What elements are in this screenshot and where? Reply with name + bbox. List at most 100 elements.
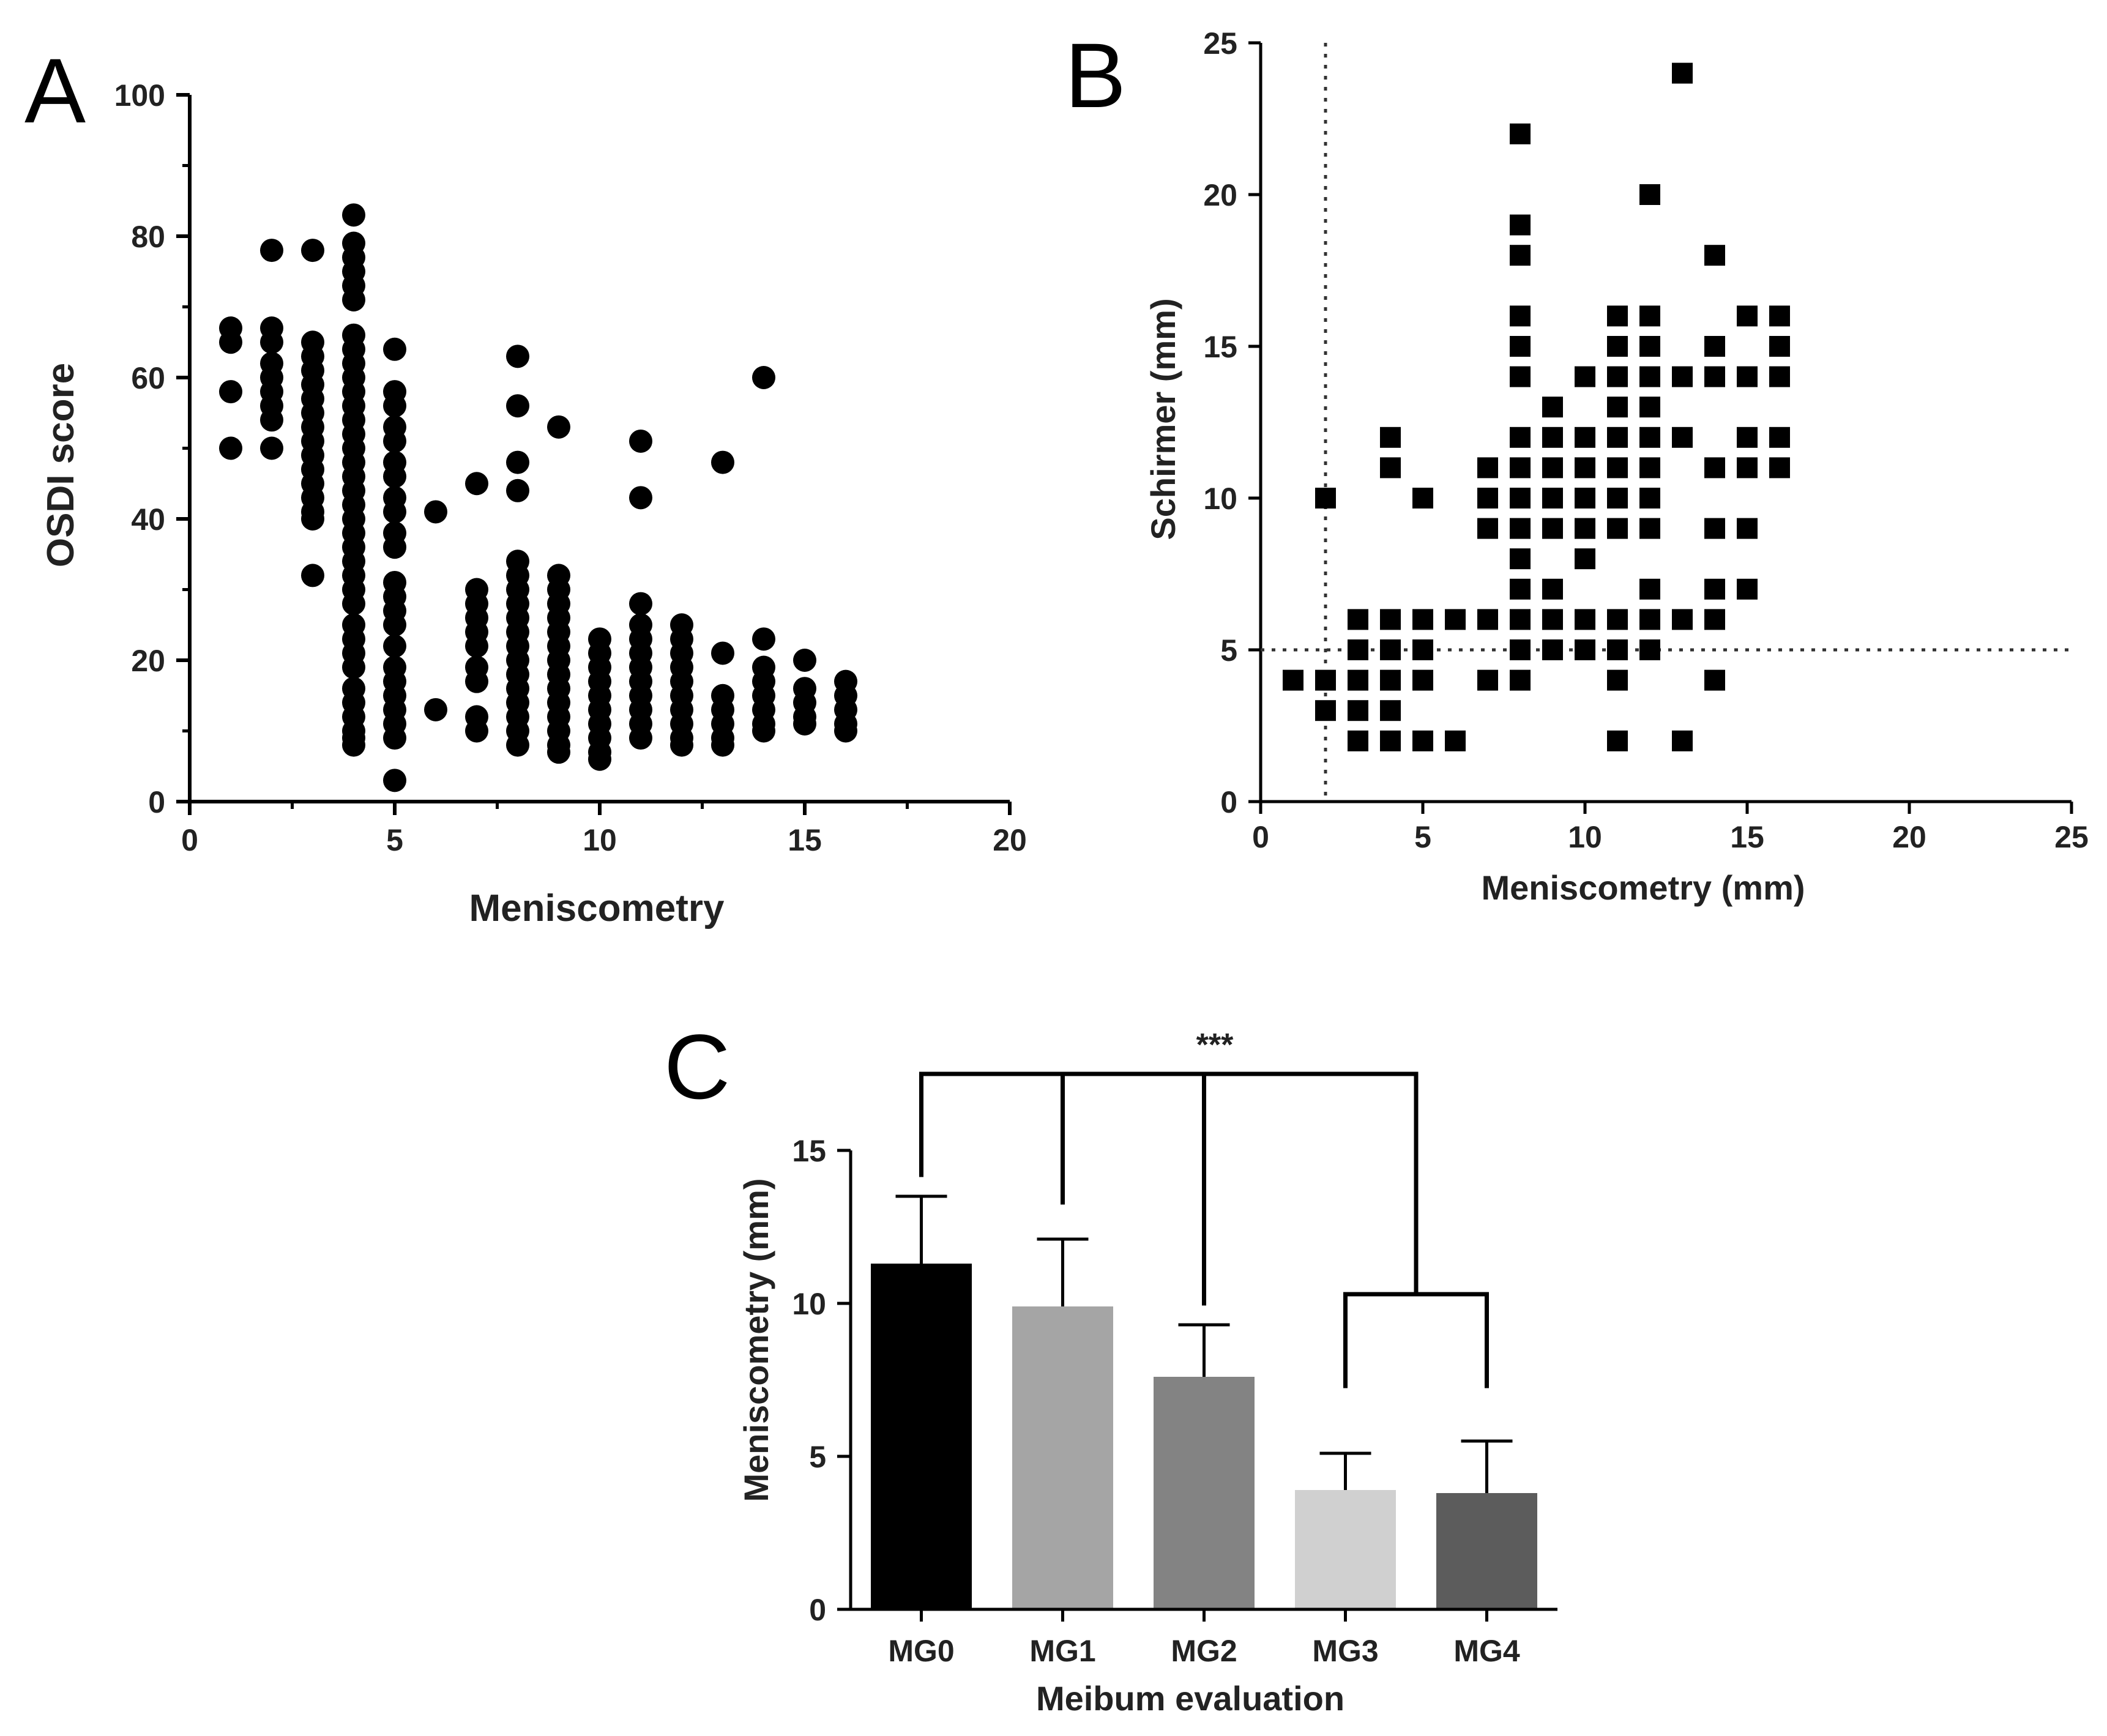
chart-b-point [1639, 457, 1660, 479]
chart-b-point [1704, 578, 1725, 600]
chart-b-point [1575, 639, 1595, 660]
chart-c-bar [1012, 1306, 1113, 1609]
chart-b-point [1575, 366, 1595, 387]
chart-b-point [1380, 700, 1401, 721]
chart-b-y-tick-label: 10 [1203, 482, 1237, 516]
chart-c: Meibum evaluation Meniscometry (mm) *** … [737, 1027, 1557, 1718]
chart-b-point [1769, 457, 1790, 479]
chart-a-x-tick-label: 0 [181, 823, 198, 857]
chart-a-point [711, 450, 734, 474]
chart-b-point [1542, 397, 1563, 418]
chart-c-y-tick-label: 15 [792, 1134, 826, 1168]
chart-a-point [219, 436, 242, 460]
chart-b-point [1672, 62, 1693, 84]
chart-b-point [1575, 609, 1595, 630]
chart-b-point [1672, 730, 1693, 751]
chart-b-point [1380, 427, 1401, 448]
chart-c-bar [1154, 1377, 1255, 1609]
chart-b-x-axis-title: Meniscometry (mm) [1481, 868, 1805, 907]
chart-b-point [1639, 578, 1660, 600]
chart-a-point [260, 436, 283, 460]
chart-b-point [1704, 336, 1725, 357]
chart-b-point [1769, 366, 1790, 387]
chart-c-bar [1436, 1493, 1537, 1609]
chart-b-point [1639, 427, 1660, 448]
chart-b-point [1510, 518, 1531, 539]
chart-b-point [1348, 700, 1368, 721]
chart-b-point [1639, 518, 1660, 539]
chart-c-y-tick-label: 10 [792, 1287, 826, 1321]
chart-b-point [1607, 457, 1628, 479]
chart-a-point [834, 719, 857, 743]
chart-c-x-axis-title: Meibum evaluation [1036, 1679, 1344, 1718]
chart-a-y-tick-label: 20 [131, 644, 165, 678]
chart-a-y-tick-label: 40 [131, 502, 165, 537]
chart-b-point [1737, 518, 1758, 539]
chart-a-point [383, 500, 406, 524]
chart-b-point [1510, 609, 1531, 630]
chart-a-point [301, 239, 324, 263]
chart-a-point [629, 726, 652, 750]
chart-a-point [506, 450, 529, 474]
chart-b-point [1510, 245, 1531, 266]
chart-b-point [1477, 488, 1498, 509]
chart-a-point [383, 535, 406, 559]
chart-a-x-tick-label: 15 [788, 823, 822, 857]
chart-b-point [1607, 669, 1628, 691]
chart-b-point [1510, 488, 1531, 509]
chart-b-point [1575, 488, 1595, 509]
chart-a-y-tick-label: 80 [131, 220, 165, 254]
chart-b-point [1510, 427, 1531, 448]
chart-b-point [1348, 609, 1368, 630]
chart-b-point [1769, 336, 1790, 357]
chart-b-point [1575, 518, 1595, 539]
chart-b-point [1704, 518, 1725, 539]
chart-b-y-tick-label: 0 [1220, 785, 1237, 819]
chart-b-point [1348, 669, 1368, 691]
chart-a-y-tick-label: 100 [114, 78, 165, 113]
chart-a-y-axis-title: OSDI score [40, 363, 82, 567]
chart-b-point [1737, 578, 1758, 600]
chart-a: Meniscometry OSDI score 0 5 10 15 20 0 20 40 60 8… [40, 78, 1027, 929]
chart-b-x-tick-label: 15 [1730, 820, 1764, 854]
chart-b-point [1672, 366, 1693, 387]
chart-b-point [1607, 639, 1628, 660]
chart-b-point [1607, 336, 1628, 357]
chart-a-point [506, 479, 529, 502]
chart-b-point [1542, 427, 1563, 448]
chart-a-point [383, 613, 406, 637]
chart-c-y-tick-label: 5 [809, 1440, 826, 1474]
chart-b-point [1510, 123, 1531, 144]
chart-b-x-tick-label: 20 [1892, 820, 1926, 854]
chart-a-point [752, 719, 775, 743]
chart-b-point [1542, 639, 1563, 660]
chart-a-point [465, 719, 488, 743]
chart-a-x-axis-title: Meniscometry [469, 887, 725, 929]
chart-b-point [1704, 609, 1725, 630]
chart-b-point [1510, 669, 1531, 691]
chart-c-x-tick-label: MG4 [1453, 1634, 1520, 1668]
chart-b-point [1607, 366, 1628, 387]
chart-b-point [1607, 305, 1628, 327]
chart-b-point [1510, 336, 1531, 357]
chart-b-point [1445, 730, 1466, 751]
chart-b-point [1542, 578, 1563, 600]
chart-b-point [1445, 609, 1466, 630]
chart-a-point [260, 330, 283, 354]
chart-a-point [588, 747, 611, 771]
chart-b-point [1607, 518, 1628, 539]
chart-b-point [1542, 609, 1563, 630]
chart-c-bar [871, 1264, 972, 1609]
chart-b-point [1477, 669, 1498, 691]
chart-b-point [1412, 639, 1433, 660]
chart-b-point [1477, 518, 1498, 539]
chart-b-point [1380, 730, 1401, 751]
chart-b-y-tick-label: 25 [1203, 26, 1237, 61]
chart-b-point [1704, 245, 1725, 266]
chart-b-point [1510, 366, 1531, 387]
chart-b-point [1412, 669, 1433, 691]
chart-a-point [711, 641, 734, 665]
chart-a-point [629, 592, 652, 616]
chart-a-point [301, 507, 324, 531]
